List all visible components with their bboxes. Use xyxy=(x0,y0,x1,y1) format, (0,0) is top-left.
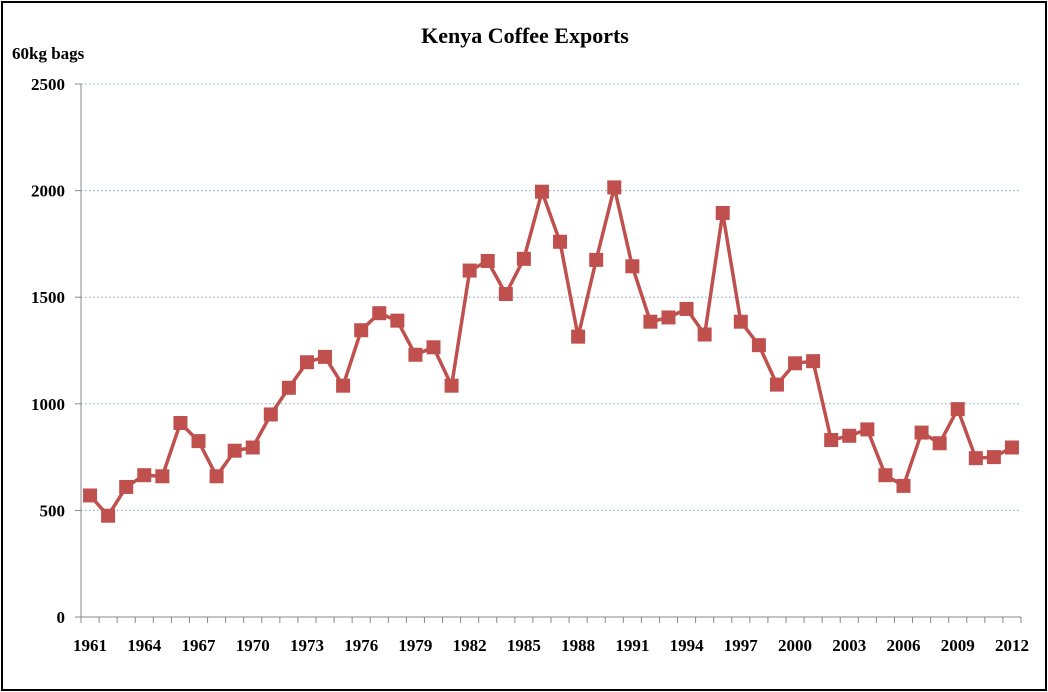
data-point-marker xyxy=(1004,440,1019,455)
data-point-marker xyxy=(950,402,965,417)
data-point-marker xyxy=(83,488,98,503)
data-point-marker xyxy=(444,378,459,393)
data-point-marker xyxy=(173,415,188,430)
data-point-marker xyxy=(101,508,116,523)
y-tick-label: 500 xyxy=(40,501,66,520)
data-point-marker xyxy=(245,440,260,455)
x-tick-label: 1994 xyxy=(670,636,705,655)
data-point-marker xyxy=(137,468,152,483)
data-point-marker xyxy=(842,428,857,443)
data-point-marker xyxy=(625,259,640,274)
data-point-marker xyxy=(480,253,495,268)
data-point-marker xyxy=(860,422,875,437)
data-point-marker xyxy=(281,380,296,395)
data-point-marker xyxy=(191,434,206,449)
x-tick-label: 1997 xyxy=(724,636,759,655)
data-point-marker xyxy=(643,314,658,329)
data-point-marker xyxy=(408,347,423,362)
data-point-marker xyxy=(733,314,748,329)
x-tick-label: 1961 xyxy=(73,636,107,655)
data-point-marker xyxy=(209,469,224,484)
data-point-marker xyxy=(788,356,803,371)
data-point-marker xyxy=(751,338,766,353)
y-axis-unit-label: 60kg bags xyxy=(12,44,85,63)
data-point-marker xyxy=(299,355,314,370)
data-point-marker xyxy=(372,306,387,321)
series-line xyxy=(88,185,1013,518)
data-point-marker xyxy=(986,450,1001,465)
x-tick-label: 2009 xyxy=(941,636,975,655)
data-point-marker xyxy=(119,479,134,494)
data-point-marker xyxy=(155,469,170,484)
data-point-marker xyxy=(426,340,441,355)
y-tick-label: 0 xyxy=(57,608,66,627)
data-point-marker xyxy=(553,234,568,249)
data-point-marker xyxy=(679,301,694,316)
y-tick-label: 1500 xyxy=(31,288,65,307)
x-tick-label: 2012 xyxy=(995,636,1029,655)
x-tick-label: 1964 xyxy=(127,636,162,655)
data-point-marker xyxy=(534,184,549,199)
x-tick-label: 1988 xyxy=(561,636,595,655)
x-tick-label: 1985 xyxy=(507,636,541,655)
data-point-marker xyxy=(589,252,604,267)
data-point-marker xyxy=(607,180,622,195)
data-point-marker xyxy=(227,443,242,458)
data-point-marker xyxy=(462,263,477,278)
data-point-marker xyxy=(318,349,333,364)
x-tick-label: 2003 xyxy=(832,636,866,655)
data-point-marker xyxy=(263,407,278,422)
x-tick-label: 2006 xyxy=(887,636,921,655)
data-point-marker xyxy=(914,425,929,440)
data-point-marker xyxy=(715,205,730,220)
x-tick-label: 2000 xyxy=(778,636,812,655)
data-point-marker xyxy=(769,377,784,392)
data-point-marker xyxy=(824,433,839,448)
x-tick-label: 1967 xyxy=(182,636,217,655)
data-point-marker xyxy=(516,251,531,266)
x-tick-label: 1979 xyxy=(398,636,432,655)
x-tick-label: 1982 xyxy=(453,636,487,655)
y-tick-label: 1000 xyxy=(31,395,65,414)
data-point-marker xyxy=(498,287,513,302)
chart-title: Kenya Coffee Exports xyxy=(421,23,629,48)
data-point-marker xyxy=(896,478,911,493)
data-point-marker xyxy=(661,310,676,325)
data-point-marker xyxy=(806,354,821,369)
data-point-marker xyxy=(336,378,351,393)
x-tick-label: 1976 xyxy=(344,636,378,655)
x-tick-label: 1970 xyxy=(236,636,270,655)
data-point-marker xyxy=(878,468,893,483)
data-point-marker xyxy=(697,327,712,342)
data-point-marker xyxy=(932,436,947,451)
data-point-marker xyxy=(354,323,369,338)
x-tick-label: 1991 xyxy=(615,636,649,655)
data-point-marker xyxy=(571,329,586,344)
x-tick-label: 1973 xyxy=(290,636,324,655)
data-point-marker xyxy=(968,451,983,466)
data-point-marker xyxy=(390,313,405,328)
y-tick-label: 2000 xyxy=(31,182,65,201)
y-tick-label: 2500 xyxy=(31,75,65,94)
